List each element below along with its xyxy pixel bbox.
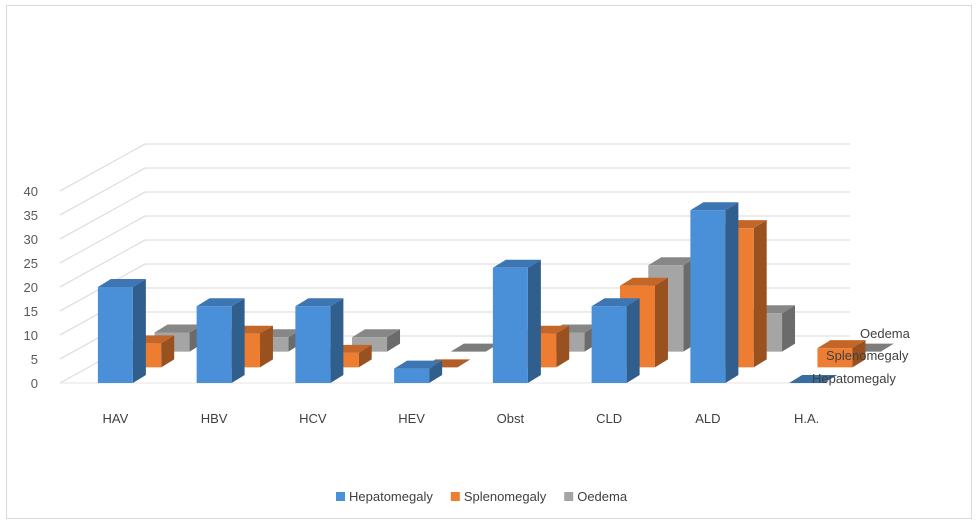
bar-splenomegaly-obst-side [556,325,570,368]
x-category-label: HBV [201,411,228,426]
bar-hepatomegaly-hbv [196,306,232,383]
y-tick-label: 15 [24,304,38,319]
bar-hepatomegaly-ald-side [725,202,739,383]
chart-frame [6,5,972,519]
y-tick-label: 0 [31,376,38,391]
x-category-label: CLD [596,411,622,426]
side-gridline [59,191,146,240]
x-category-label: HCV [299,411,327,426]
bar-hepatomegaly-hcv-side [330,298,344,383]
bar-hepatomegaly-hev-side [429,360,443,383]
legend-label-splenomegaly: Splenomegaly [464,489,547,504]
depth-axis-label: Hepatomegaly [812,371,896,386]
bar-splenomegaly-hbv-side [259,325,273,368]
bar-hepatomegaly-cld [591,306,627,383]
bar-oedema-hcv-top [352,329,401,338]
bar-hepatomegaly-obst-top [492,259,541,268]
legend-swatch-oedema [564,492,574,501]
legend-label-hepatomegaly: Hepatomegaly [349,489,433,504]
bar-hepatomegaly-obst-side [527,259,541,383]
bar-hepatomegaly-hev [394,368,430,383]
bar-hepatomegaly-hcv-top [295,298,344,307]
bar-hepatomegaly-ald-top [690,202,739,211]
bar-hepatomegaly-hbv-side [231,298,245,383]
bar-splenomegaly-ald-side [753,220,767,368]
legend-label-oedema: Oedema [577,489,628,504]
bar-hepatomegaly-hav-top [97,279,146,287]
bar-splenomegaly-cld-top [619,277,668,286]
bar-splenomegaly-cld-side [654,277,668,368]
bar-hepatomegaly-hcv [295,306,331,383]
bar-hepatomegaly-ald [690,210,726,383]
bar-oedema-hev [450,343,499,352]
bar-hepatomegaly-hev-top [394,360,443,369]
bar-splenomegaly-hav-side [161,335,175,368]
bar-oedema-ald-side [782,305,796,352]
bar-splenomegaly-ha-side [852,340,866,368]
bar-splenomegaly-ha [817,348,853,368]
bar-oedema-hav-top [154,324,203,333]
y-tick-label: 40 [24,184,38,199]
depth-axis-label: Oedema [860,326,911,341]
y-tick-label: 30 [24,232,38,247]
legend-swatch-splenomegaly [450,492,460,501]
legend-swatch-hepatomegaly [336,492,345,501]
bar-splenomegaly-ha-top [817,340,866,349]
bar-hepatomegaly-hbv-top [196,298,245,307]
depth-axis-label: Splenomegaly [826,348,909,363]
side-gridline [59,167,146,216]
x-category-label: HEV [398,411,425,426]
x-category-label: HAV [102,411,128,426]
bar-splenomegaly-hcv-side [358,344,372,368]
y-tick-label: 10 [24,328,38,343]
side-gridline [59,239,146,288]
y-tick-label: 20 [24,280,38,295]
x-category-label: Obst [497,411,525,426]
bar-hepatomegaly-cld-side [626,298,640,383]
side-gridline [59,143,146,192]
bar-oedema-cld-top [648,257,697,266]
bar-hepatomegaly-hav-side [132,279,146,383]
y-tick-label: 25 [24,256,38,271]
x-category-label: ALD [695,411,720,426]
y-tick-label: 5 [31,352,38,367]
bar-hepatomegaly-ha [789,375,838,383]
bar-hepatomegaly-obst [492,267,528,383]
bar-hepatomegaly-hav [97,287,133,383]
x-category-label: H.A. [794,411,819,426]
bar-oedema-hcv-side [387,329,401,352]
y-tick-label: 35 [24,208,38,223]
side-gridline [59,215,146,264]
bar-hepatomegaly-cld-top [591,298,640,307]
